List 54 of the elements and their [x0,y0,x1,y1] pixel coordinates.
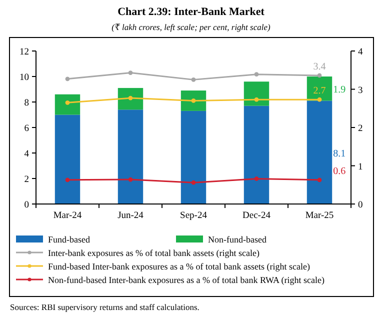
x-tick-label: Sep-24 [180,211,208,221]
legend-label: Non-fund-based [208,234,267,244]
y2-tick-label: 4 [358,48,363,58]
point [191,77,196,82]
data-label: 1.9 [333,84,346,96]
point [254,72,259,77]
y2-tick-label: 3 [358,86,363,96]
point [65,76,70,82]
data-label: 3.4 [313,61,326,72]
source-note: Sources: RBI supervisory returns and staff calculations. [10,302,200,312]
y-tick-label: 0 [24,200,30,210]
y-tick-label: 8 [24,98,30,108]
point [254,176,259,181]
data-label: 2.7 [313,86,326,97]
data-label: 8.1 [333,148,346,160]
point [65,100,70,105]
bar [54,114,80,204]
legend-label: Non-fund-based Inter-bank exposures as a % of total bank RWA (right scale) [48,275,324,285]
y-tick-label: 4 [24,150,30,160]
x-tick-label: Mar-25 [305,211,334,221]
bar [180,110,206,204]
y2-tick-label: 0 [358,200,363,210]
bar [244,106,270,204]
point [317,73,322,78]
point [191,180,196,185]
data-label: 0.6 [333,166,346,177]
bar [244,82,270,106]
y-tick-label: 2 [24,175,30,185]
legend-label: Fund-based Inter-bank exposures as a % of total bank assets (right scale) [48,262,310,272]
bar [306,100,332,204]
point [128,70,133,76]
point [128,177,133,182]
y-tick-label: 6 [24,124,30,134]
chart-title: Chart 2.39: Inter-Bank Market [118,6,265,18]
point [191,98,196,103]
bar [118,110,144,204]
y2-tick-label: 2 [358,124,363,134]
legend-label: Fund-based [48,234,90,244]
y2-tick-label: 1 [358,162,363,172]
y-tick-label: 10 [20,73,30,83]
y-tick-label: 12 [20,48,30,58]
bar [118,88,144,110]
point [254,97,259,102]
chart-subtitle: (₹ lakh crores, left scale; per cent, right scale) [112,22,271,32]
point [317,178,322,182]
point [65,178,70,182]
legend-label: Inter-bank exposures as % of total bank assets (right scale) [48,248,260,258]
point [128,96,133,100]
x-tick-label: Dec-24 [242,211,271,221]
point [317,97,322,102]
x-tick-label: Mar-24 [53,211,82,221]
x-tick-label: Jun-24 [118,211,144,221]
bar [180,90,206,111]
bar [54,94,80,115]
